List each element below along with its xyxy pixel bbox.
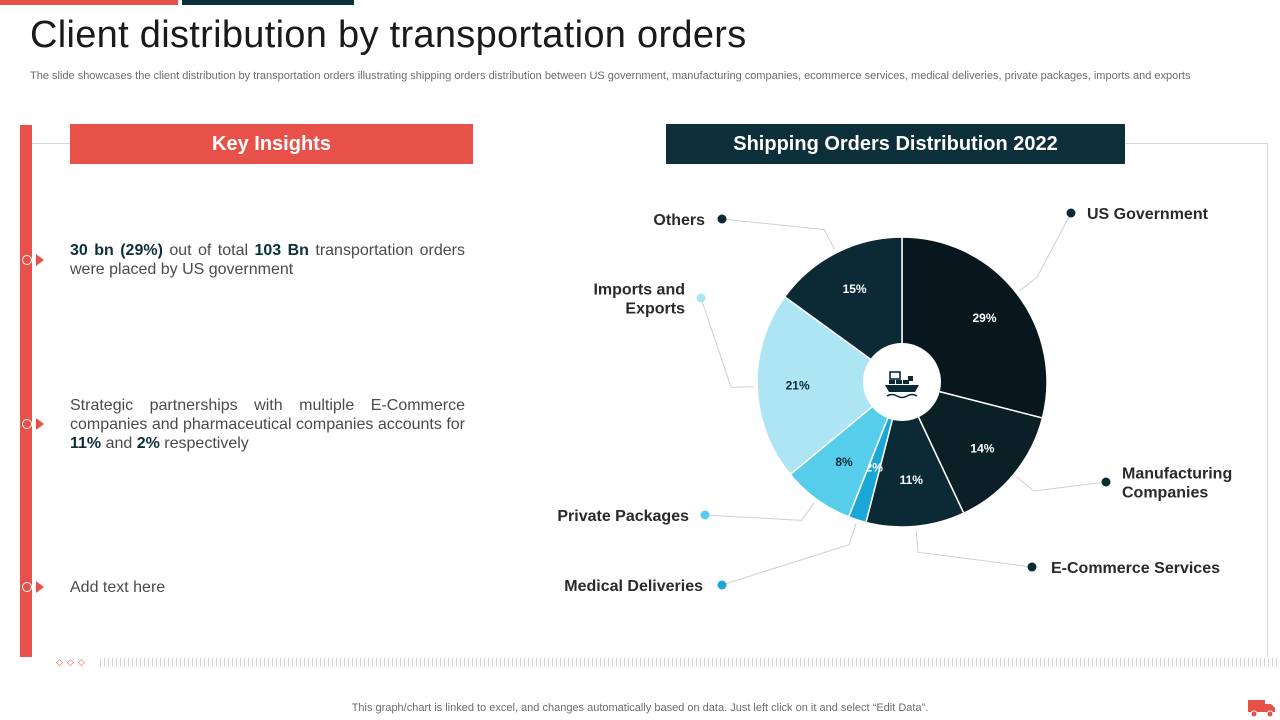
leader-line [721,218,835,250]
category-label-private-packages: Private Packages [557,508,689,525]
pie-slice-manufacturing-companies[interactable] [900,380,1044,515]
top-accent-bar-dark [182,0,354,5]
slice-value-label: 21% [786,378,810,392]
leader-line [915,530,1033,568]
category-label-imports-and-exports: Imports and Exports [593,282,685,318]
insight-bullet-1 [22,254,44,266]
legend-dot [700,510,710,520]
chart-frame-right-line [1267,143,1268,657]
legend-dot [1101,477,1111,487]
insight-bullet-2 [22,418,44,430]
chart-title: Shipping Orders Distribution 2022 [666,124,1125,164]
legend-dot [717,214,727,224]
top-accent-bar-red [0,0,178,5]
insight-2: Strategic partnerships with multiple E-C… [70,396,465,453]
insight-text: Add text here [70,579,166,596]
legend-dot [1066,208,1076,218]
insight-bullet-3 [22,581,44,593]
insight-highlight: 103 Bn [254,242,309,259]
pie-slice-others[interactable] [783,236,903,384]
category-label-others: Others [653,212,705,229]
insight-text: Strategic partnerships with multiple E-C… [70,397,465,433]
leader-line [1016,476,1107,492]
slice-value-label: 29% [972,311,996,325]
legend-dot [1027,562,1037,572]
legend-dot [696,293,706,303]
bullet-arrow-icon [36,581,44,593]
page-subtitle: The slide showcases the client distribut… [30,70,1191,82]
leader-line [1019,212,1072,292]
category-label-medical-deliveries: Medical Deliveries [564,578,703,595]
bullet-ring-icon [22,255,32,265]
cargo-ship-icon [885,371,919,399]
leader-line [700,297,754,388]
slice-value-label: 15% [843,282,867,296]
legend-dot [717,580,727,590]
pie-slice-e-commerce-services[interactable] [865,379,965,528]
insight-highlight: 11% [70,435,102,452]
insight-3: Add text here [70,578,465,597]
insight-highlight: 30 bn (29%) [70,242,163,259]
leader-line [704,502,815,521]
insight-1: 30 bn (29%) out of total 103 Bn transpor… [70,241,465,279]
diamond-ornament-icon: ◇◇◇ [56,657,89,667]
key-header-connector [32,143,70,144]
pie-slice-imports-and-exports[interactable] [756,295,904,476]
key-insights-header: Key Insights [70,124,473,164]
bullet-ring-icon [22,582,32,592]
bullet-ring-icon [22,419,32,429]
slice-value-label: 8% [835,455,853,469]
bullet-arrow-icon [36,254,44,266]
footer-note: This graph/chart is linked to excel, and… [351,702,929,714]
bullet-arrow-icon [36,418,44,430]
insight-text: transportation orders were placed by US … [70,242,466,278]
insight-highlight: 2% [136,435,160,452]
insight-text: out of total [162,242,255,259]
chart-header-connector [1125,143,1268,144]
insight-text: respectively [159,435,249,452]
category-label-us-government: US Government [1087,206,1209,223]
slice-value-label: 11% [900,473,924,487]
leader-line [721,523,857,586]
truck-icon [1248,700,1275,718]
slice-value-label: 14% [970,442,994,456]
hatch-divider [100,658,1278,667]
category-label-e-commerce-services: E-Commerce Services [1051,560,1220,577]
insight-text: and [101,435,137,452]
category-label-manufacturing-companies: Manufacturing Companies [1122,466,1232,502]
page-title: Client distribution by transportation or… [30,14,747,56]
